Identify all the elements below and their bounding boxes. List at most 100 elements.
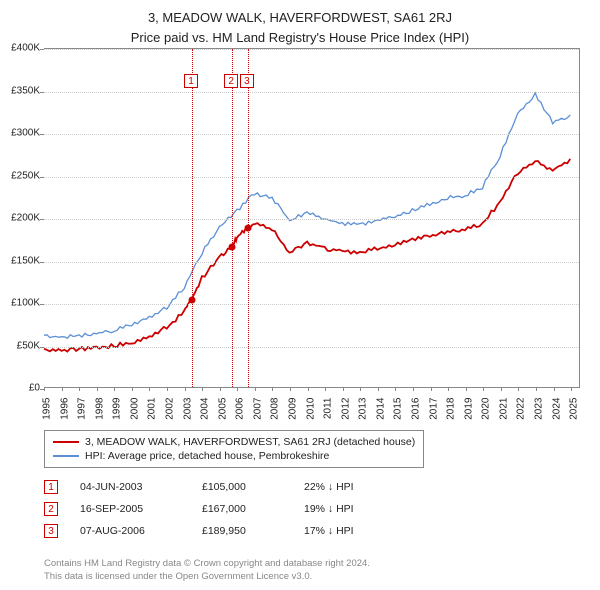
sales-date: 07-AUG-2006 — [80, 525, 180, 537]
series-line — [44, 159, 570, 352]
legend: 3, MEADOW WALK, HAVERFORDWEST, SA61 2RJ … — [44, 430, 424, 468]
y-tick — [40, 347, 44, 348]
y-label: £400K — [11, 43, 40, 54]
series-line — [44, 93, 570, 338]
title-line-2: Price paid vs. HM Land Registry's House … — [0, 28, 600, 48]
x-label: 2000 — [129, 398, 140, 420]
footer-line-2: This data is licensed under the Open Gov… — [44, 571, 370, 584]
x-label: 2014 — [375, 398, 386, 420]
footer-line-1: Contains HM Land Registry data © Crown c… — [44, 558, 370, 571]
sale-marker-3: 3 — [240, 74, 254, 88]
x-axis: 1995199619971998199920002001200220032004… — [44, 388, 580, 428]
y-label: £0 — [29, 383, 40, 394]
y-label: £150K — [11, 255, 40, 266]
title-line-1: 3, MEADOW WALK, HAVERFORDWEST, SA61 2RJ — [0, 8, 600, 28]
sales-delta: 19% ↓ HPI — [304, 503, 394, 515]
x-label: 1998 — [94, 398, 105, 420]
x-label: 2023 — [534, 398, 545, 420]
sales-price: £167,000 — [202, 503, 282, 515]
y-tick — [40, 304, 44, 305]
sales-row: 1 04-JUN-2003 £105,000 22% ↓ HPI — [44, 476, 394, 498]
x-label: 2017 — [428, 398, 439, 420]
y-label: £250K — [11, 170, 40, 181]
x-label: 2015 — [393, 398, 404, 420]
gridline — [44, 92, 579, 93]
x-label: 2008 — [270, 398, 281, 420]
sale-marker-2: 2 — [224, 74, 238, 88]
sales-row: 2 16-SEP-2005 £167,000 19% ↓ HPI — [44, 498, 394, 520]
x-label: 2013 — [358, 398, 369, 420]
legend-label: 3, MEADOW WALK, HAVERFORDWEST, SA61 2RJ … — [85, 436, 415, 448]
chart-svg — [44, 49, 579, 387]
sales-marker: 1 — [44, 480, 58, 494]
gridline — [44, 49, 579, 50]
x-label: 2019 — [463, 398, 474, 420]
x-label: 2010 — [305, 398, 316, 420]
y-tick — [40, 92, 44, 93]
legend-swatch — [53, 455, 79, 457]
x-label: 2007 — [252, 398, 263, 420]
sales-date: 04-JUN-2003 — [80, 481, 180, 493]
sales-price: £105,000 — [202, 481, 282, 493]
x-label: 2016 — [411, 398, 422, 420]
gridline — [44, 262, 579, 263]
gridline — [44, 177, 579, 178]
sales-delta: 22% ↓ HPI — [304, 481, 394, 493]
y-label: £200K — [11, 213, 40, 224]
y-tick — [40, 177, 44, 178]
x-label: 1997 — [77, 398, 88, 420]
x-label: 2005 — [217, 398, 228, 420]
sales-date: 16-SEP-2005 — [80, 503, 180, 515]
sale-vline — [248, 49, 249, 387]
sales-table: 1 04-JUN-2003 £105,000 22% ↓ HPI 2 16-SEP-200… — [44, 476, 394, 542]
y-label: £100K — [11, 298, 40, 309]
sale-marker-1: 1 — [184, 74, 198, 88]
sales-row: 3 07-AUG-2006 £189,950 17% ↓ HPI — [44, 520, 394, 542]
legend-swatch — [53, 441, 79, 443]
sale-vline — [232, 49, 233, 387]
x-label: 2024 — [551, 398, 562, 420]
sales-marker: 2 — [44, 502, 58, 516]
x-label: 2020 — [481, 398, 492, 420]
x-label: 1995 — [42, 398, 53, 420]
chart-container: 3, MEADOW WALK, HAVERFORDWEST, SA61 2RJ … — [0, 0, 600, 590]
y-label: £350K — [11, 85, 40, 96]
y-axis: £0£50K£100K£150K£200K£250K£300K£350K£400… — [0, 48, 42, 388]
title-block: 3, MEADOW WALK, HAVERFORDWEST, SA61 2RJ … — [0, 0, 600, 49]
x-label: 2004 — [200, 398, 211, 420]
x-label: 2009 — [288, 398, 299, 420]
sale-vline — [192, 49, 193, 387]
y-label: £300K — [11, 128, 40, 139]
y-label: £50K — [17, 340, 40, 351]
gridline — [44, 219, 579, 220]
sale-dot — [188, 296, 195, 303]
legend-label: HPI: Average price, detached house, Pemb… — [85, 450, 329, 462]
footer: Contains HM Land Registry data © Crown c… — [44, 558, 370, 584]
gridline — [44, 134, 579, 135]
x-label: 2022 — [516, 398, 527, 420]
y-tick — [40, 262, 44, 263]
x-label: 2012 — [340, 398, 351, 420]
legend-row: HPI: Average price, detached house, Pemb… — [53, 449, 415, 463]
sale-dot — [229, 244, 236, 251]
y-tick — [40, 134, 44, 135]
plot-area — [44, 48, 580, 388]
x-label: 1996 — [59, 398, 70, 420]
gridline — [44, 347, 579, 348]
sales-delta: 17% ↓ HPI — [304, 525, 394, 537]
sales-marker: 3 — [44, 524, 58, 538]
x-label: 2001 — [147, 398, 158, 420]
sale-dot — [244, 224, 251, 231]
gridline — [44, 304, 579, 305]
x-label: 2006 — [235, 398, 246, 420]
x-label: 2018 — [446, 398, 457, 420]
y-tick — [40, 49, 44, 50]
x-label: 2021 — [498, 398, 509, 420]
x-label: 2025 — [569, 398, 580, 420]
x-label: 1999 — [112, 398, 123, 420]
x-label: 2003 — [182, 398, 193, 420]
x-label: 2011 — [323, 398, 334, 420]
y-tick — [40, 219, 44, 220]
sales-price: £189,950 — [202, 525, 282, 537]
legend-row: 3, MEADOW WALK, HAVERFORDWEST, SA61 2RJ … — [53, 435, 415, 449]
